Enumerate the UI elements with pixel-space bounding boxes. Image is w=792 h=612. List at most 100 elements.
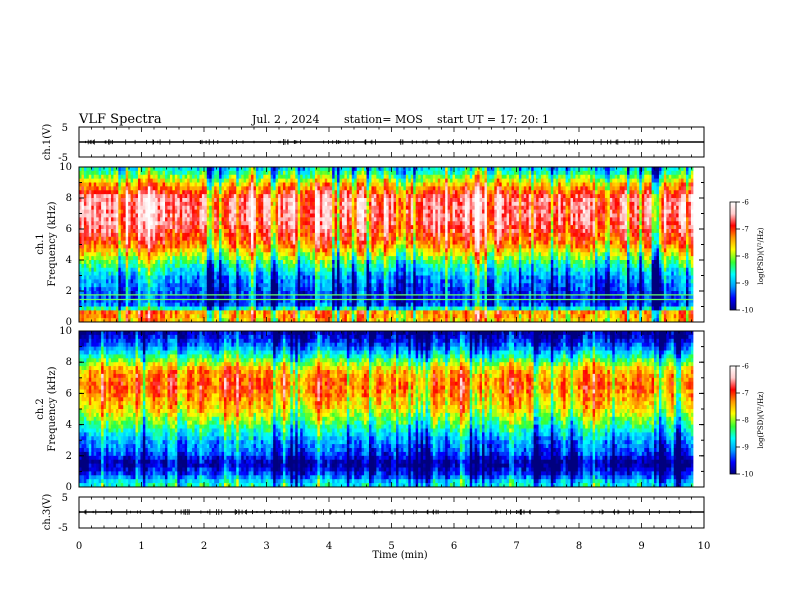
spectrogram-cell <box>88 182 92 187</box>
spectrogram-cell <box>302 170 306 176</box>
spectrogram-cell <box>344 178 348 183</box>
spectrogram-cell <box>329 291 333 296</box>
spectrogram-cell <box>189 244 193 249</box>
spectrogram-cell <box>135 198 139 203</box>
spectrogram-cell <box>373 167 377 172</box>
spectrogram-cell <box>219 201 222 207</box>
spectrogram-cell <box>280 213 284 218</box>
spectrogram-cell <box>147 252 151 257</box>
spectrogram-cell <box>314 201 318 207</box>
spectrogram-cell <box>258 244 262 249</box>
spectrogram-cell <box>120 314 124 319</box>
spectrogram-cell <box>280 310 284 315</box>
spectrogram-cell <box>133 298 136 304</box>
spectrogram-cell <box>324 310 328 315</box>
spectrogram-cell <box>290 279 294 284</box>
spectrogram-cell <box>376 174 380 180</box>
spectrogram-cell <box>248 178 252 183</box>
spectrogram-cell <box>339 201 343 207</box>
spectrogram-cell <box>174 194 178 199</box>
spectrogram-cell <box>253 283 257 288</box>
spectrogram-cell <box>287 232 291 238</box>
spectrogram-cell <box>373 217 377 222</box>
spectrogram-cell <box>167 252 171 257</box>
spectrogram-cell <box>155 190 159 195</box>
spectrogram-cell <box>354 298 358 304</box>
spectrogram-cell <box>108 310 112 315</box>
spectrogram-cell <box>145 271 149 276</box>
spectrogram-cell <box>137 291 141 296</box>
spectrogram-cell <box>351 256 355 261</box>
spectrogram-cell <box>238 174 242 180</box>
spectrogram-cell <box>137 232 141 238</box>
spectrogram-cell <box>219 275 222 280</box>
spectrogram-cell <box>88 306 92 311</box>
spectrogram-cell <box>214 213 218 218</box>
spectrogram-cell <box>81 198 85 203</box>
spectrogram-cell <box>152 178 156 183</box>
spectrogram-cell <box>351 213 355 218</box>
spectrogram-cell <box>364 302 367 307</box>
spectrogram-cell <box>91 260 95 265</box>
spectrogram-cell <box>310 279 313 284</box>
spectrogram-cell <box>317 260 321 265</box>
spectrogram-cell <box>275 232 279 238</box>
spectrogram-cell <box>344 318 348 322</box>
spectrogram-cell <box>356 256 360 261</box>
spectrogram-cell <box>344 314 348 319</box>
spectrogram-cell <box>106 252 109 257</box>
spectrogram-cell <box>307 209 311 214</box>
spectrogram-cell <box>310 225 313 230</box>
spectrogram-cell <box>123 209 127 214</box>
spectrogram-cell <box>115 229 119 234</box>
spectrogram-cell <box>339 194 343 199</box>
spectrogram-cell <box>106 310 109 315</box>
spectrogram-cell <box>93 271 97 276</box>
spectrogram-cell <box>93 294 97 300</box>
spectrogram-cell <box>140 194 144 199</box>
spectrogram-cell <box>93 279 97 284</box>
spectrogram-cell <box>273 271 276 276</box>
spectrogram-cell <box>243 287 247 292</box>
spectrogram-cell <box>361 306 365 311</box>
spectrogram-cell <box>152 267 156 273</box>
spectrogram-cell <box>359 283 363 288</box>
spectrogram-cell <box>128 279 132 284</box>
spectrogram-cell <box>349 174 353 180</box>
spectrogram-cell <box>260 314 264 319</box>
spectrogram-cell <box>194 310 198 315</box>
spectrogram-cell <box>98 205 102 211</box>
spectrogram-cell <box>120 294 124 300</box>
spectrogram-cell <box>275 298 279 304</box>
spectrogram-cell <box>366 260 370 265</box>
spectrogram-cell <box>206 260 210 265</box>
spectrogram-cell <box>364 221 367 226</box>
spectrogram-cell <box>172 205 176 211</box>
spectrogram-cell <box>135 229 139 234</box>
spectrogram-cell <box>290 221 294 226</box>
spectrogram-cell <box>199 221 203 226</box>
spectrogram-cell <box>137 260 141 265</box>
spectrogram-cell <box>236 310 240 315</box>
spectrogram-cell <box>368 194 372 199</box>
spectrogram-cell <box>79 252 82 257</box>
spectrogram-cell <box>194 314 198 319</box>
spectrogram-cell <box>128 182 132 187</box>
spectrogram-cell <box>228 209 232 214</box>
spectrogram-cell <box>226 271 230 276</box>
spectrogram-cell <box>337 302 340 307</box>
spectrogram-cell <box>79 275 82 280</box>
spectrogram-cell <box>101 294 104 300</box>
spectrogram-cell <box>120 298 124 304</box>
spectrogram-cell <box>302 244 306 249</box>
spectrogram-cell <box>317 236 321 242</box>
spectrogram-cell <box>307 314 311 319</box>
spectrogram-cell <box>341 302 345 307</box>
spectrogram-cell <box>231 291 235 296</box>
spectrogram-cell <box>290 271 294 276</box>
spectrogram-cell <box>371 178 375 183</box>
spectrogram-cell <box>123 283 127 288</box>
spectrogram-cell <box>81 182 85 187</box>
spectrogram-cell <box>88 213 92 218</box>
spectrogram-cell <box>125 201 129 207</box>
